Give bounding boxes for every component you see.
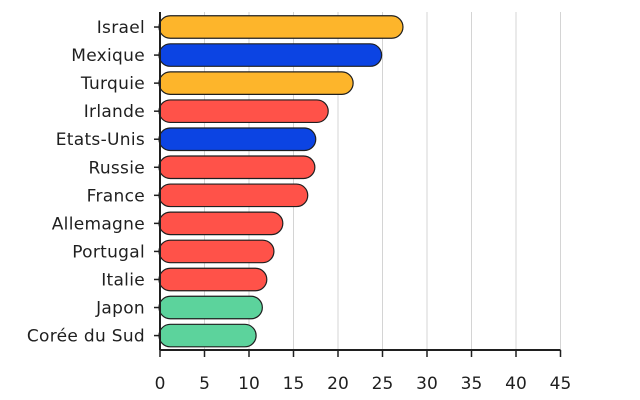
x-tick-label: 0 bbox=[155, 374, 166, 394]
category-label: France bbox=[87, 186, 145, 206]
bar bbox=[158, 99, 329, 124]
bars bbox=[158, 15, 404, 348]
category-label: Allemagne bbox=[52, 214, 145, 234]
x-tick-label: 20 bbox=[327, 374, 349, 394]
x-tick-label: 35 bbox=[461, 374, 483, 394]
x-tick-label: 10 bbox=[238, 374, 260, 394]
x-tick-label: 45 bbox=[550, 374, 572, 394]
category-label: Israel bbox=[97, 18, 145, 38]
bar bbox=[158, 15, 404, 39]
category-label: Russie bbox=[88, 158, 145, 178]
x-tick-labels: 0 5 10 15 20 25 30 35 40 45 bbox=[155, 374, 572, 394]
grid-lines bbox=[204, 12, 561, 350]
category-label: Etats-Unis bbox=[56, 130, 145, 150]
bar bbox=[158, 155, 316, 180]
bar bbox=[158, 295, 263, 320]
x-tick-label: 30 bbox=[416, 374, 438, 394]
x-tick-label: 5 bbox=[199, 374, 210, 394]
x-tick-label: 15 bbox=[283, 374, 305, 394]
bar bbox=[158, 323, 257, 348]
category-label: Corée du Sud bbox=[27, 327, 145, 347]
bar bbox=[158, 43, 383, 67]
category-label: Italie bbox=[101, 270, 145, 290]
x-tick-label: 40 bbox=[505, 374, 527, 394]
category-label: Mexique bbox=[71, 46, 145, 66]
bar bbox=[158, 127, 317, 152]
category-label: Japon bbox=[95, 299, 145, 319]
x-tick-label: 25 bbox=[372, 374, 394, 394]
category-label: Irlande bbox=[84, 102, 145, 122]
bar bbox=[158, 267, 268, 292]
bar bbox=[158, 211, 284, 236]
category-label: Portugal bbox=[72, 242, 145, 262]
category-label: Turquie bbox=[80, 74, 145, 94]
axes bbox=[154, 12, 562, 357]
bar bbox=[158, 71, 354, 95]
category-labels: Israel Mexique Turquie Irlande Etats-Unis Rus… bbox=[27, 18, 145, 347]
bar bbox=[158, 239, 275, 264]
bar bbox=[158, 183, 309, 208]
